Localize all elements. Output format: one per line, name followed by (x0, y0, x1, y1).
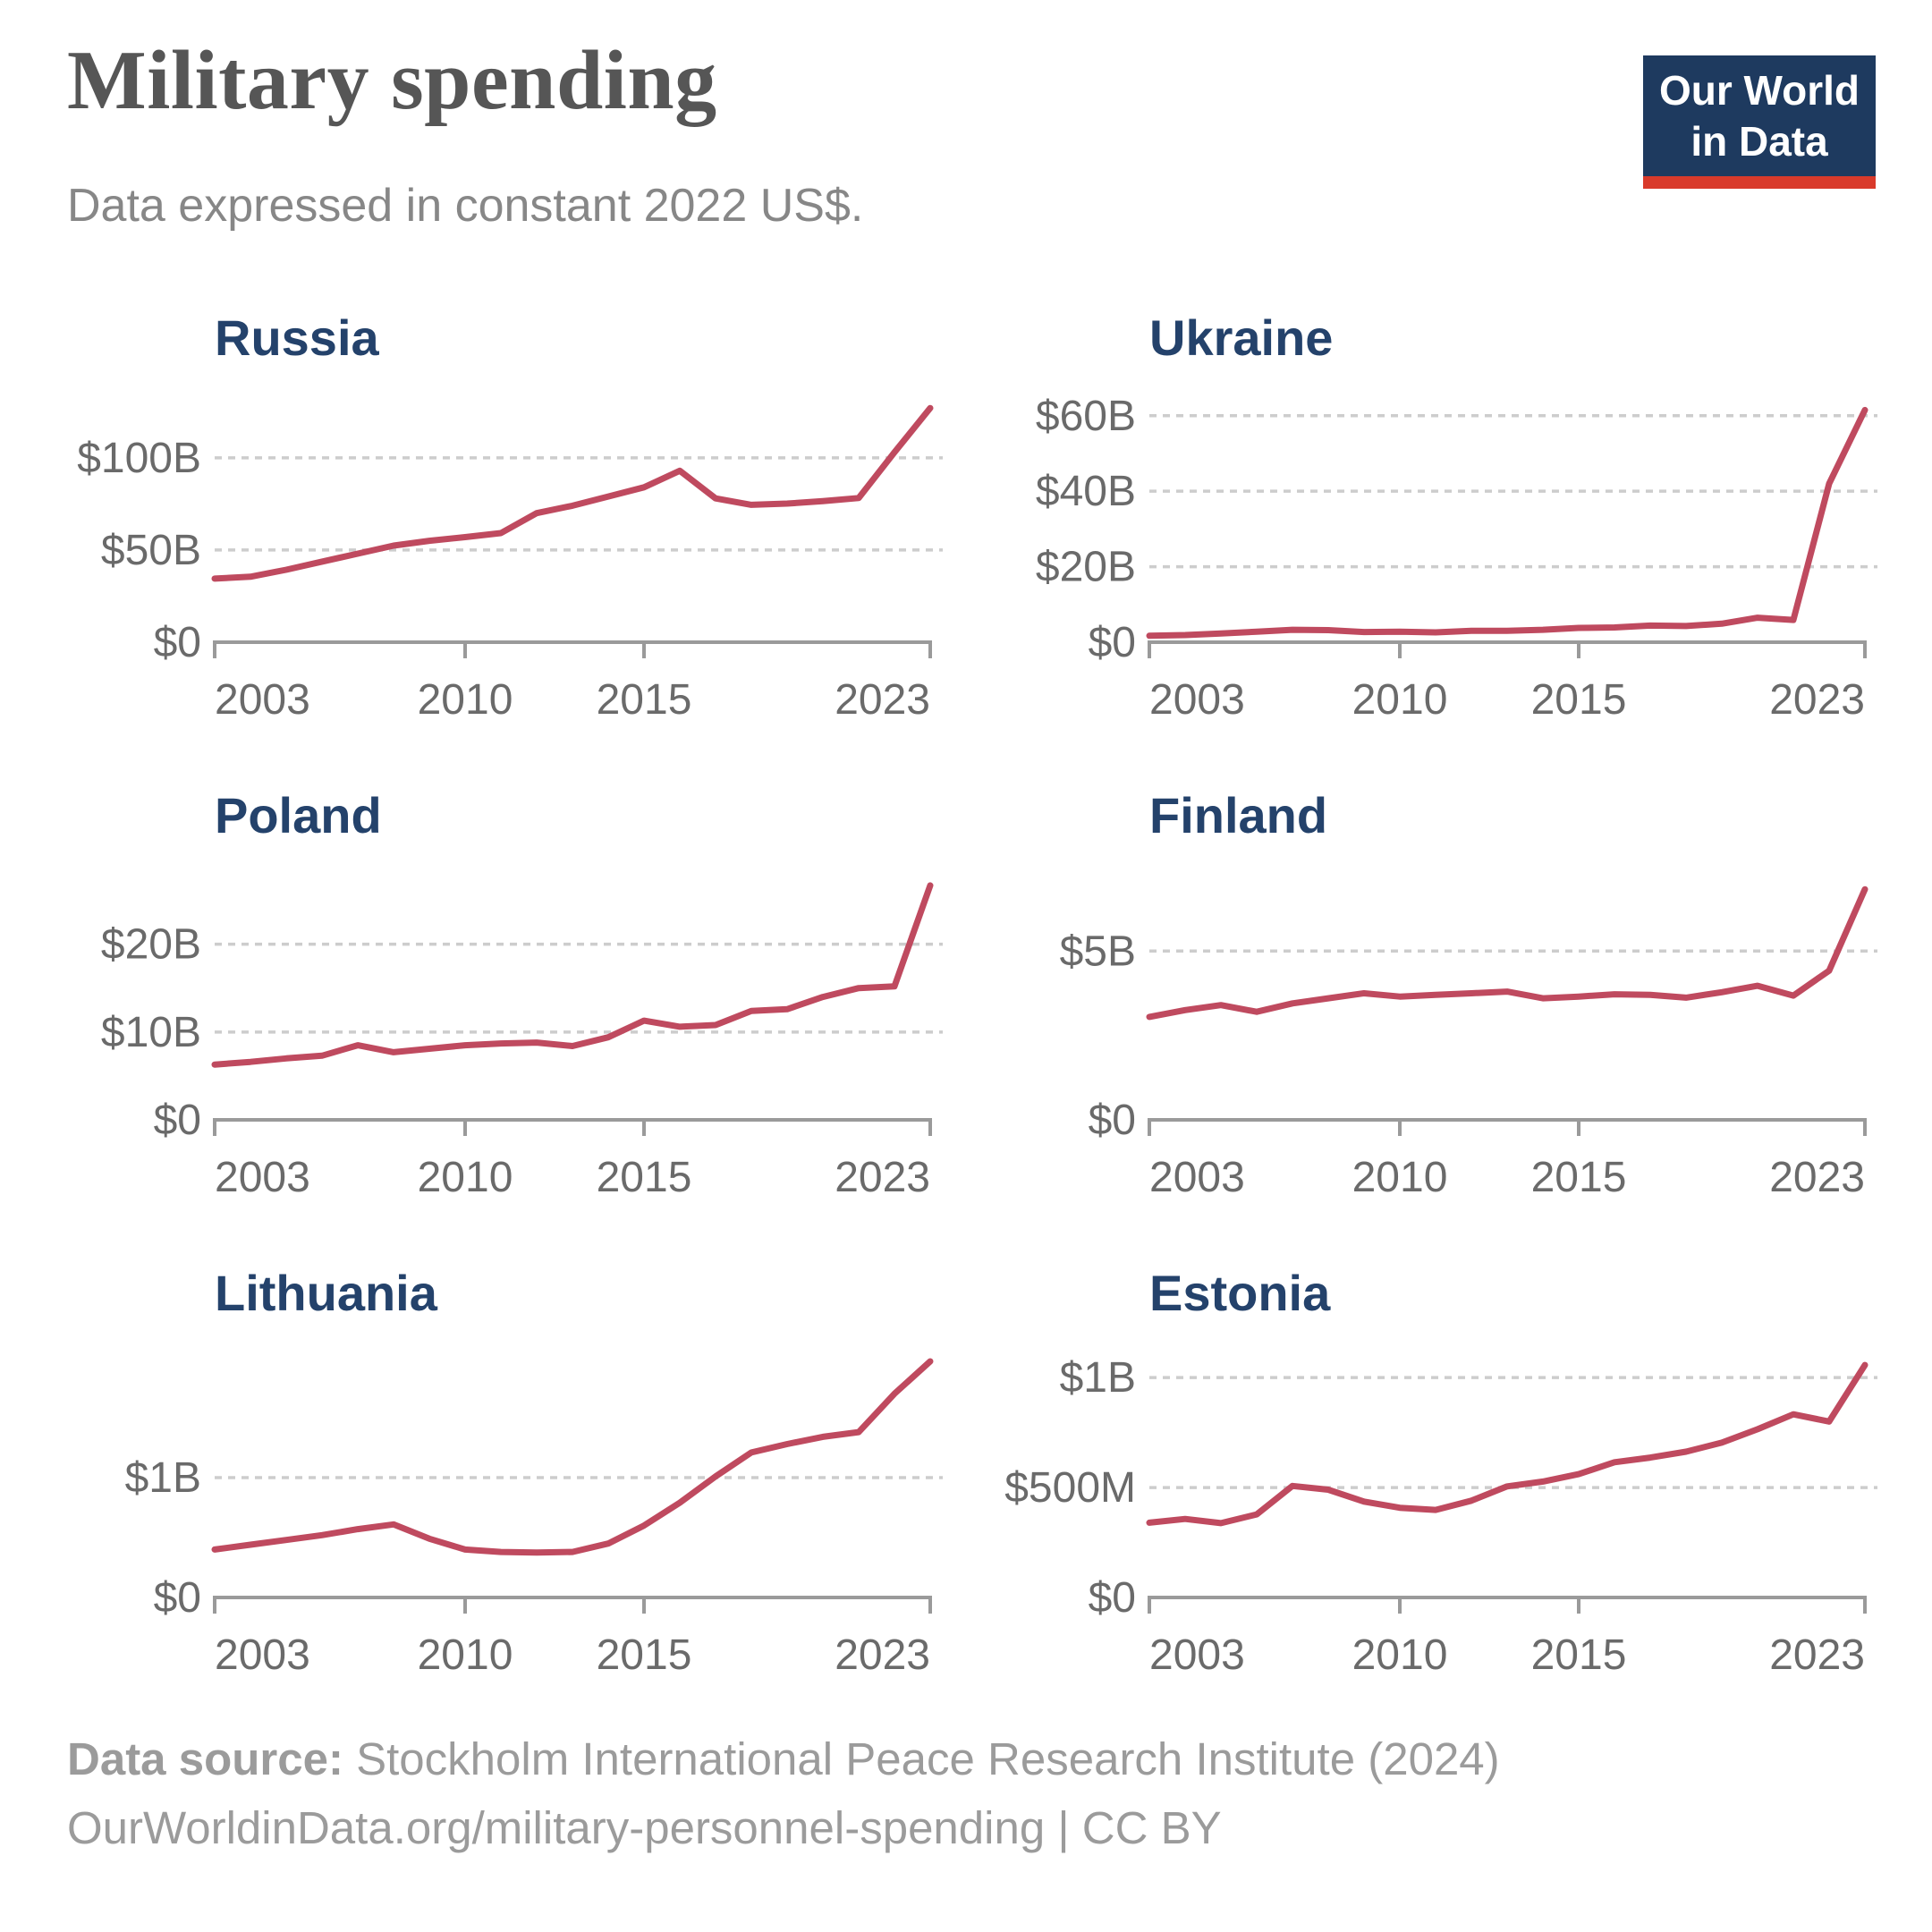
chart-svg-ukraine: $0 $20B $40B $60B 2003 2010 2015 2023 (1036, 393, 1877, 724)
chart-panel-ukraine: Ukraine $0 $20B $40B $60B 2003 2010 2015 2023 (988, 309, 1892, 738)
owid-logo-accent-bar (1643, 176, 1876, 189)
owid-logo: Our World in Data (1643, 55, 1876, 189)
x-axis-label: 2010 (1352, 1631, 1448, 1679)
y-axis-label: $100B (77, 435, 201, 482)
footer-source-line: Data source: Stockholm International Pea… (67, 1733, 1500, 1784)
chart-plot-ukraine: $0 $20B $40B $60B 2003 2010 2015 2023 (988, 368, 1892, 732)
x-axis-label: 2010 (1352, 676, 1448, 724)
y-axis-label: $1B (125, 1454, 201, 1502)
chart-panel-russia: Russia $0 $50B $100B 2003 2010 2015 2023 (54, 309, 957, 738)
x-axis-label: 2003 (1149, 1154, 1245, 1201)
x-axis-label: 2015 (1531, 1631, 1627, 1679)
x-axis-label: 2010 (418, 1631, 513, 1679)
x-axis-label: 2023 (835, 676, 930, 724)
chart-title-ukraine: Ukraine (1149, 309, 1334, 366)
footer: Data source: Stockholm International Pea… (67, 1724, 1500, 1862)
chart-svg-poland: $0 $10B $20B 2003 2010 2015 2023 (101, 882, 943, 1201)
y-axis-label: $1B (1060, 1354, 1136, 1402)
y-axis-label: $0 (154, 619, 201, 666)
chart-panel-lithuania: Lithuania $0 $1B 2003 2010 2015 2023 (54, 1264, 957, 1693)
page-title: Military spending (67, 34, 717, 127)
data-line-russia (211, 404, 934, 582)
data-line-poland (211, 882, 934, 1068)
x-axis (1148, 640, 1867, 658)
footer-source-label: Data source: (67, 1733, 343, 1784)
chart-svg-lithuania: $0 $1B 2003 2010 2015 2023 (125, 1358, 943, 1679)
chart-plot-russia: $0 $50B $100B 2003 2010 2015 2023 (54, 368, 957, 732)
x-axis-label: 2023 (1769, 1631, 1865, 1679)
y-axis-label: $0 (1089, 619, 1136, 666)
x-axis-label: 2003 (215, 1631, 310, 1679)
chart-plot-lithuania: $0 $1B 2003 2010 2015 2023 (54, 1323, 957, 1687)
chart-panel-finland: Finland $0 $5B 2003 2010 2015 2023 (988, 786, 1892, 1216)
x-axis-label: 2003 (215, 1154, 310, 1201)
y-axis-label: $40B (1036, 468, 1136, 515)
x-axis (213, 1596, 932, 1614)
owid-logo-line1: Our World (1658, 66, 1860, 114)
chart-plot-finland: $0 $5B 2003 2010 2015 2023 (988, 845, 1892, 1209)
chart-title-lithuania: Lithuania (215, 1265, 437, 1321)
chart-plot-poland: $0 $10B $20B 2003 2010 2015 2023 (54, 845, 957, 1209)
y-axis-label: $0 (1089, 1097, 1136, 1144)
x-axis-label: 2003 (215, 676, 310, 724)
x-axis-label: 2003 (1149, 1631, 1245, 1679)
chart-title-estonia: Estonia (1149, 1265, 1331, 1321)
x-axis (1148, 1596, 1867, 1614)
x-axis-label: 2015 (1531, 676, 1627, 724)
y-axis-label: $20B (1036, 544, 1136, 591)
footer-source-text: Stockholm International Peace Research I… (343, 1733, 1500, 1784)
x-axis-label: 2010 (1352, 1154, 1448, 1201)
owid-logo-box: Our World in Data (1643, 55, 1876, 176)
y-axis-label: $0 (1089, 1574, 1136, 1622)
chart-svg-estonia: $0 $500M $1B 2003 2010 2015 2023 (1004, 1354, 1877, 1679)
y-axis-label: $5B (1060, 928, 1136, 975)
footer-link-text: OurWorldinData.org/military-personnel-sp… (67, 1802, 1222, 1853)
x-axis-label: 2003 (1149, 676, 1245, 724)
data-line-estonia (1146, 1361, 1868, 1527)
x-axis-label: 2015 (1531, 1154, 1627, 1201)
page-subtitle: Data expressed in constant 2022 US$. (67, 180, 864, 232)
y-axis-label: $0 (154, 1097, 201, 1144)
x-axis-label: 2015 (597, 676, 692, 724)
chart-plot-estonia: $0 $500M $1B 2003 2010 2015 2023 (988, 1323, 1892, 1687)
chart-svg-russia: $0 $50B $100B 2003 2010 2015 2023 (77, 404, 943, 724)
y-axis-label: $60B (1036, 393, 1136, 440)
data-line-finland (1146, 886, 1868, 1021)
x-axis-label: 2023 (1769, 1154, 1865, 1201)
x-axis-label: 2015 (597, 1154, 692, 1201)
chart-svg-finland: $0 $5B 2003 2010 2015 2023 (1060, 886, 1877, 1201)
owid-logo-line2: in Data (1690, 117, 1828, 165)
x-axis-label: 2010 (418, 676, 513, 724)
x-axis-label: 2023 (835, 1631, 930, 1679)
chart-title-poland: Poland (215, 787, 382, 843)
data-line-lithuania (211, 1358, 934, 1556)
x-axis (1148, 1118, 1867, 1136)
x-axis-label: 2015 (597, 1631, 692, 1679)
x-axis (213, 640, 932, 658)
y-axis-label: $20B (101, 921, 201, 969)
x-axis-label: 2010 (418, 1154, 513, 1201)
x-axis-label: 2023 (835, 1154, 930, 1201)
x-axis-label: 2023 (1769, 676, 1865, 724)
chart-panel-estonia: Estonia $0 $500M $1B 2003 2010 2015 2023 (988, 1264, 1892, 1693)
y-axis-label: $10B (101, 1009, 201, 1056)
y-axis-label: $50B (101, 527, 201, 574)
y-axis-label: $500M (1004, 1464, 1136, 1512)
x-axis (213, 1118, 932, 1136)
chart-title-finland: Finland (1149, 787, 1328, 843)
y-axis-label: $0 (154, 1574, 201, 1622)
chart-title-russia: Russia (215, 309, 379, 366)
data-line-ukraine (1146, 406, 1868, 640)
chart-panel-poland: Poland $0 $10B $20B 2003 2010 2015 2023 (54, 786, 957, 1216)
